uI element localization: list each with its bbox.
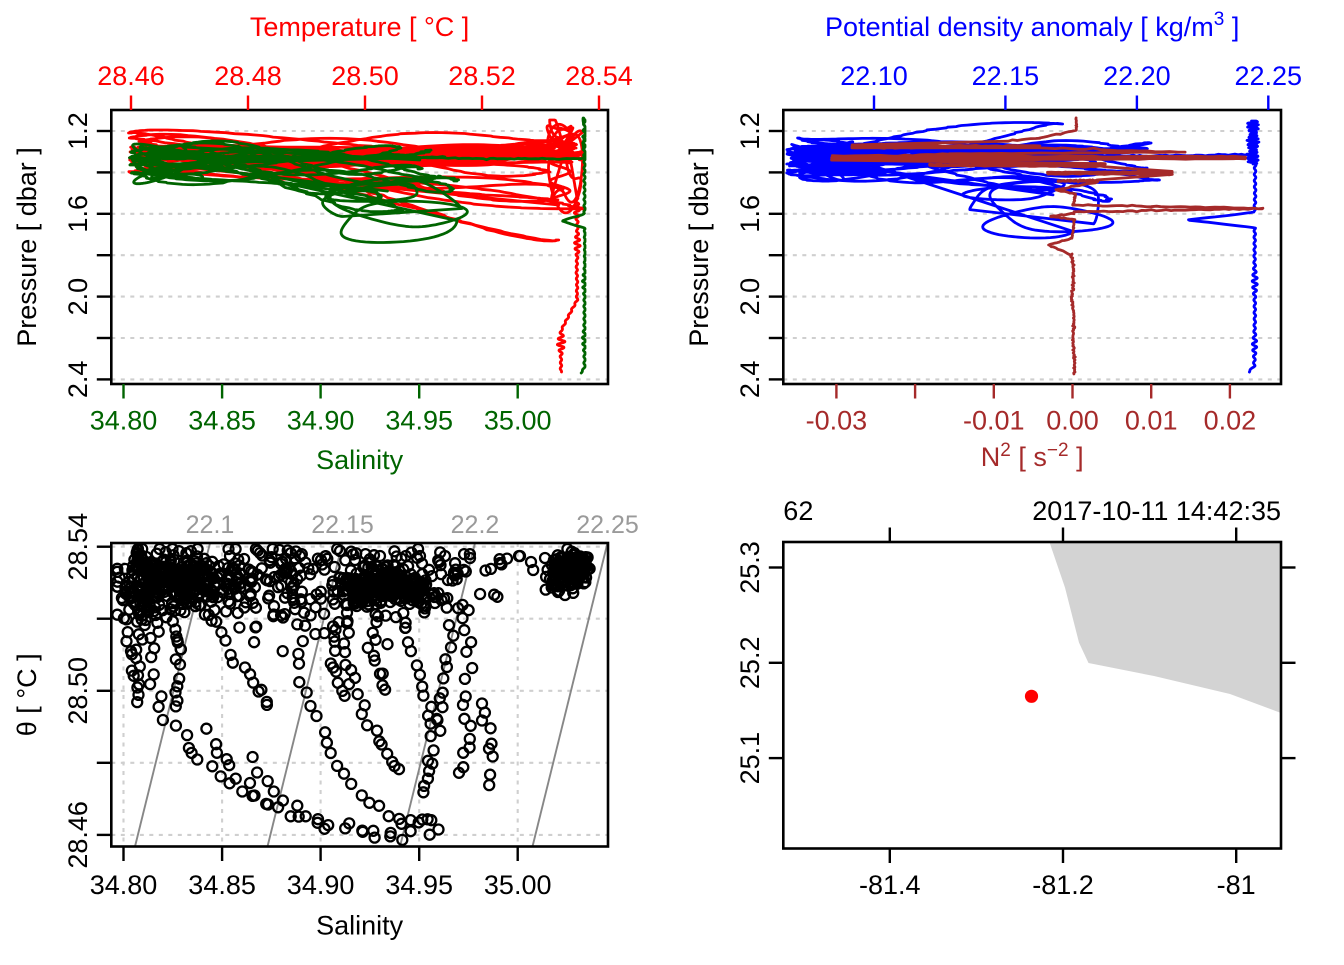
svg-text:1.6: 1.6 bbox=[735, 195, 765, 233]
svg-text:34.90: 34.90 bbox=[287, 406, 355, 436]
svg-text:22.25: 22.25 bbox=[1235, 61, 1303, 91]
svg-text:2.0: 2.0 bbox=[735, 278, 765, 316]
svg-text:Pressure [ dbar ]: Pressure [ dbar ] bbox=[684, 147, 714, 347]
svg-text:28.48: 28.48 bbox=[214, 61, 282, 91]
svg-text:34.90: 34.90 bbox=[287, 870, 355, 900]
svg-text:1.2: 1.2 bbox=[63, 112, 93, 150]
svg-text:2017-10-11 14:42:35: 2017-10-11 14:42:35 bbox=[1032, 496, 1281, 526]
svg-text:2.0: 2.0 bbox=[63, 278, 93, 316]
svg-text:25.1: 25.1 bbox=[735, 732, 765, 785]
svg-text:1.2: 1.2 bbox=[735, 112, 765, 150]
svg-text:0.00: 0.00 bbox=[1046, 406, 1099, 436]
svg-text:0.01: 0.01 bbox=[1125, 406, 1178, 436]
svg-text:-81: -81 bbox=[1217, 870, 1256, 900]
svg-text:-81.2: -81.2 bbox=[1032, 870, 1094, 900]
svg-text:22.2: 22.2 bbox=[451, 511, 500, 539]
svg-text:-81.4: -81.4 bbox=[859, 870, 921, 900]
svg-text:34.95: 34.95 bbox=[385, 406, 453, 436]
svg-text:-0.01: -0.01 bbox=[963, 406, 1025, 436]
svg-text:28.54: 28.54 bbox=[63, 513, 93, 581]
svg-text:2.4: 2.4 bbox=[63, 361, 93, 399]
svg-text:22.10: 22.10 bbox=[840, 61, 908, 91]
svg-text:25.2: 25.2 bbox=[735, 637, 765, 690]
svg-text:Salinity: Salinity bbox=[316, 911, 404, 941]
svg-text:28.52: 28.52 bbox=[448, 61, 516, 91]
svg-text:22.15: 22.15 bbox=[972, 61, 1040, 91]
svg-text:35.00: 35.00 bbox=[484, 406, 552, 436]
svg-text:34.80: 34.80 bbox=[90, 870, 158, 900]
svg-text:Salinity: Salinity bbox=[316, 445, 404, 475]
svg-text:28.50: 28.50 bbox=[331, 61, 399, 91]
svg-text:2.4: 2.4 bbox=[735, 361, 765, 399]
svg-text:28.54: 28.54 bbox=[565, 61, 633, 91]
svg-text:62: 62 bbox=[783, 496, 813, 526]
svg-text:28.50: 28.50 bbox=[63, 657, 93, 725]
svg-text:22.1: 22.1 bbox=[186, 511, 235, 539]
svg-text:1.6: 1.6 bbox=[63, 195, 93, 233]
svg-text:Potential density anomaly [ kg: Potential density anomaly [ kg/m3 ] bbox=[825, 9, 1239, 42]
svg-text:28.46: 28.46 bbox=[63, 801, 93, 869]
svg-text:-0.03: -0.03 bbox=[806, 406, 868, 436]
svg-text:34.85: 34.85 bbox=[188, 406, 256, 436]
svg-text:22.15: 22.15 bbox=[311, 511, 374, 539]
svg-text:0.02: 0.02 bbox=[1204, 406, 1257, 436]
svg-text:N2 [ s−2 ]: N2 [ s−2 ] bbox=[981, 440, 1084, 472]
svg-text:34.95: 34.95 bbox=[385, 870, 453, 900]
svg-text:25.3: 25.3 bbox=[735, 541, 765, 594]
svg-text:Temperature [ °C ]: Temperature [ °C ] bbox=[250, 12, 469, 42]
svg-text:22.20: 22.20 bbox=[1103, 61, 1171, 91]
svg-text:θ [ °C ]: θ [ °C ] bbox=[12, 653, 42, 736]
svg-text:22.25: 22.25 bbox=[576, 511, 639, 539]
svg-text:34.85: 34.85 bbox=[188, 870, 256, 900]
svg-text:28.46: 28.46 bbox=[97, 61, 165, 91]
svg-text:35.00: 35.00 bbox=[484, 870, 552, 900]
svg-text:Pressure [ dbar ]: Pressure [ dbar ] bbox=[12, 147, 42, 347]
svg-text:34.80: 34.80 bbox=[90, 406, 158, 436]
